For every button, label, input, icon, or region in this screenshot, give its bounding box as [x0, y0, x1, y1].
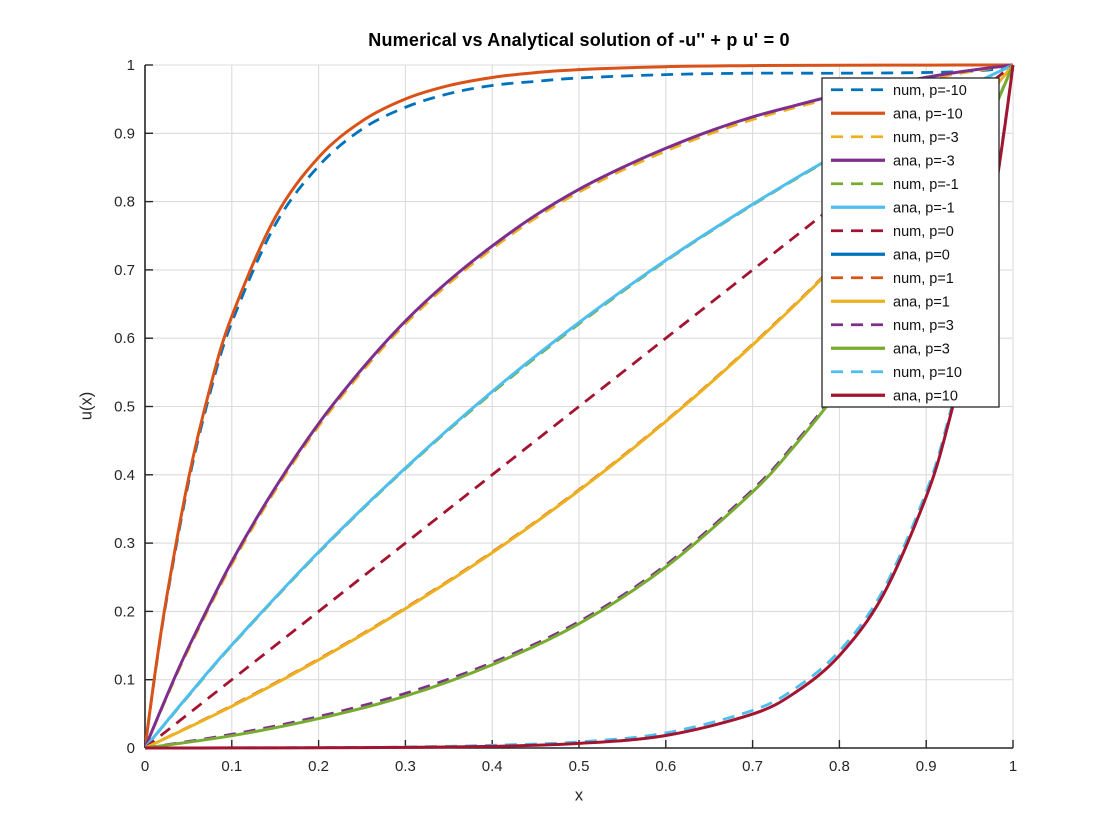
legend-box — [821, 77, 1000, 408]
plot-title: Numerical vs Analytical solution of -u''… — [368, 30, 790, 50]
legend-label-num-p-3: num, p=3 — [893, 318, 954, 334]
x-tick-label: 1 — [1009, 758, 1017, 775]
x-tick-label: 0.9 — [916, 758, 937, 775]
y-tick-label: 0.2 — [114, 603, 135, 620]
legend-label-num-p-3: num, p=-3 — [893, 130, 959, 146]
curve-num-p-10 — [145, 63, 1014, 749]
y-tick-label: 0.3 — [114, 535, 135, 552]
legend-label-num-p-1: num, p=-1 — [893, 177, 959, 193]
y-tick-label: 0.5 — [114, 399, 135, 416]
y-tick-label: 0 — [127, 740, 135, 757]
legend-label-ana-p-10: ana, p=-10 — [893, 106, 963, 122]
x-tick-label: 0.6 — [655, 758, 676, 775]
legend-label-ana-p-1: ana, p=1 — [893, 294, 950, 310]
y-tick-label: 0.7 — [114, 262, 135, 279]
legend-label-num-p-0: num, p=0 — [893, 224, 954, 240]
x-tick-label: 0 — [141, 758, 149, 775]
y-tick-label: 0.8 — [114, 194, 135, 211]
x-tick-label: 0.1 — [221, 758, 242, 775]
x-tick-label: 0.4 — [482, 758, 503, 775]
x-tick-label: 0.3 — [395, 758, 416, 775]
legend-label-ana-p-0: ana, p=0 — [893, 247, 950, 263]
legend-label-ana-p-10: ana, p=10 — [893, 388, 958, 404]
y-axis-label: u(x) — [77, 391, 96, 421]
x-tick-label: 0.5 — [569, 758, 590, 775]
y-tick-label: 0.1 — [114, 672, 135, 689]
x-axis-label: x — [574, 786, 584, 805]
legend-label-ana-p-3: ana, p=3 — [893, 341, 950, 357]
y-tick-label: 0.6 — [114, 330, 135, 347]
legend-label-num-p-10: num, p=10 — [893, 365, 962, 381]
x-tick-label: 0.2 — [308, 758, 329, 775]
legend-label-ana-p-1: ana, p=-1 — [893, 200, 955, 216]
x-tick-label: 0.8 — [829, 758, 850, 775]
y-tick-label: 0.9 — [114, 125, 135, 142]
legend-label-ana-p-3: ana, p=-3 — [893, 153, 955, 169]
legend-label-num-p-1: num, p=1 — [893, 271, 954, 287]
x-tick-label: 0.7 — [742, 758, 763, 775]
curve-ana-p-10 — [145, 63, 1014, 749]
y-tick-label: 0.4 — [114, 467, 135, 484]
legend-label-num-p-10: num, p=-10 — [893, 83, 967, 99]
y-tick-label: 1 — [127, 57, 135, 74]
